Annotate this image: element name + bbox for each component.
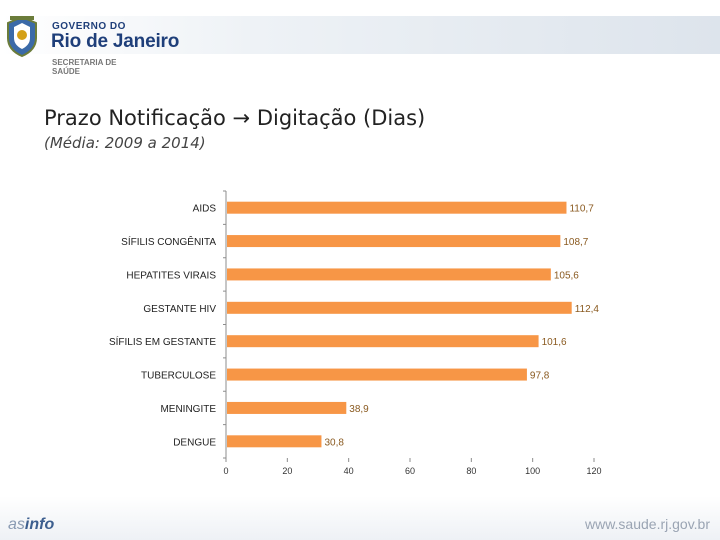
category-label: MENINGITE: [160, 404, 216, 415]
bar: [227, 235, 561, 248]
data-label: 105,6: [554, 270, 579, 281]
x-tick-label: 40: [344, 466, 354, 476]
category-label: DENGUE: [173, 437, 216, 448]
secretaria-label: SECRETARIA DE SAÚDE: [52, 58, 117, 76]
category-label: SÍFILIS EM GESTANTE: [109, 335, 216, 348]
gov-line2: Rio de Janeiro: [51, 31, 180, 52]
x-tick-label: 20: [282, 466, 292, 476]
slide-subtitle: (Média: 2009 a 2014): [44, 134, 206, 152]
bar: [227, 401, 347, 414]
data-label: 112,4: [575, 304, 600, 315]
coat-of-arms-icon: [7, 15, 37, 58]
x-tick-label: 100: [525, 466, 540, 476]
bar: [227, 335, 539, 348]
header-bar: [0, 16, 720, 54]
x-tick-label: 80: [466, 466, 476, 476]
footer-url: www.saude.rj.gov.br: [584, 516, 710, 532]
data-label: 38,9: [349, 404, 369, 415]
category-label: TUBERCULOSE: [141, 371, 216, 382]
data-label: 108,7: [563, 237, 588, 248]
x-tick-label: 0: [223, 466, 228, 476]
footer-bar: [0, 496, 720, 540]
bar: [227, 435, 322, 448]
data-label: 110,7: [569, 204, 594, 215]
category-label: GESTANTE HIV: [143, 304, 216, 315]
logo-as: as: [8, 516, 25, 533]
bar: [227, 201, 567, 214]
data-label: 97,8: [530, 371, 550, 382]
data-label: 101,6: [542, 337, 567, 348]
logo-info: info: [24, 516, 55, 533]
gov-line1: GOVERNO DO: [52, 21, 126, 32]
x-tick-label: 60: [405, 466, 415, 476]
bar: [227, 368, 527, 381]
category-label: HEPATITES VIRAIS: [126, 270, 216, 281]
category-label: SÍFILIS CONGÊNITA: [121, 235, 216, 248]
bar: [227, 268, 551, 281]
slide-title: Prazo Notificação → Digitação (Dias): [44, 106, 426, 130]
x-tick-label: 120: [586, 466, 601, 476]
bar: [227, 301, 572, 314]
data-label: 30,8: [324, 437, 344, 448]
category-label: AIDS: [193, 204, 217, 215]
asinfo-logo: asinfo: [8, 516, 54, 534]
